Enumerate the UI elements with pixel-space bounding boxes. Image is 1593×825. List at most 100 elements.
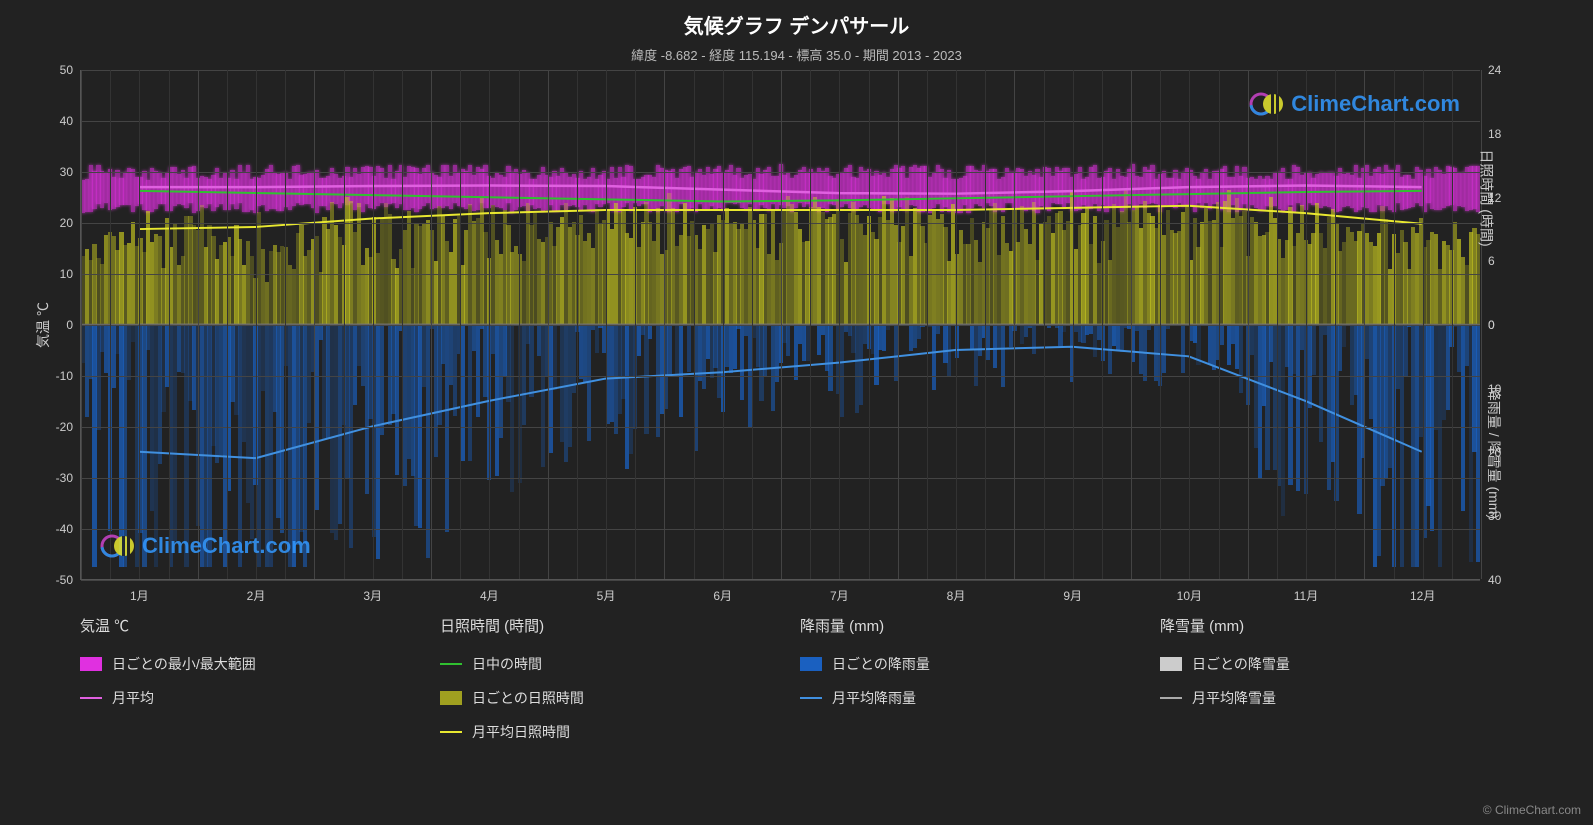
grid-line-h (81, 580, 1480, 581)
legend-item: 月平均 (80, 688, 400, 708)
legend-item: 日ごとの日照時間 (440, 688, 760, 708)
rain-daily-bar (426, 325, 430, 558)
rain-daily-bar (1143, 325, 1147, 381)
watermark-top: ClimeChart.com (1249, 90, 1460, 118)
rain-daily-bar (936, 325, 940, 334)
legend-column: 日照時間 (時間)日中の時間日ごとの日照時間月平均日照時間 (440, 615, 760, 742)
minor-grid-line-v (489, 70, 490, 579)
minor-grid-line-v (373, 70, 374, 579)
legend-item: 日ごとの最小/最大範囲 (80, 654, 400, 674)
legend-swatch-icon (800, 657, 822, 671)
rain-daily-bar (648, 325, 652, 339)
rain-daily-bar (572, 325, 576, 393)
watermark-logo-icon (1249, 90, 1285, 118)
rain-daily-bar (1032, 325, 1036, 354)
rain-daily-bar (644, 325, 648, 434)
legend-item: 月平均日照時間 (440, 722, 760, 742)
minor-grid-line-v (577, 70, 578, 579)
legend-label: 日ごとの最小/最大範囲 (112, 654, 256, 674)
minor-grid-line-v (344, 70, 345, 579)
y-axis-right-top-label: 日照時間 (時間) (1476, 149, 1496, 246)
minor-grid-line-v (839, 70, 840, 579)
grid-line-v (1248, 70, 1249, 579)
x-tick: 4月 (480, 579, 499, 604)
rain-daily-bar (380, 325, 384, 435)
legend-item: 日ごとの降雨量 (800, 654, 1120, 674)
minor-grid-line-v (1277, 70, 1278, 579)
minor-grid-line-v (402, 70, 403, 579)
minor-grid-line-v (1423, 70, 1424, 579)
minor-grid-line-v (460, 70, 461, 579)
legend-swatch-icon (1160, 657, 1182, 671)
rain-daily-bar (1219, 325, 1223, 345)
minor-grid-line-v (956, 70, 957, 579)
copyright-text: © ClimeChart.com (1483, 803, 1581, 817)
grid-line-v (198, 70, 199, 579)
legend-line-icon (800, 697, 822, 699)
rain-daily-bar (1062, 325, 1066, 332)
rain-daily-bar (529, 325, 533, 397)
minor-grid-line-v (1335, 70, 1336, 579)
y-axis-left-label: 気温 ℃ (33, 302, 53, 348)
plot-area: -50-40-30-20-100102030405006121824010203… (80, 70, 1480, 580)
rain-daily-bar (587, 325, 591, 441)
legend-label: 日ごとの日照時間 (472, 688, 584, 708)
x-tick: 12月 (1410, 579, 1435, 604)
legend-item: 日中の時間 (440, 654, 760, 674)
x-tick: 2月 (247, 579, 266, 604)
minor-grid-line-v (635, 70, 636, 579)
minor-grid-line-v (285, 70, 286, 579)
chart-title: 気候グラフ デンパサール (0, 0, 1593, 39)
legend-label: 日中の時間 (472, 654, 542, 674)
minor-grid-line-v (1102, 70, 1103, 579)
legend-label: 月平均降雪量 (1192, 688, 1276, 708)
legend-label: 月平均 (112, 688, 154, 708)
minor-grid-line-v (1306, 70, 1307, 579)
legend-column: 降雨量 (mm)日ごとの降雨量月平均降雨量 (800, 615, 1120, 742)
x-tick: 1月 (130, 579, 149, 604)
minor-grid-line-v (606, 70, 607, 579)
grid-line-v (314, 70, 315, 579)
rain-daily-bar (667, 325, 671, 375)
y-tick-left: -10 (51, 369, 81, 383)
rain-daily-bar (1162, 325, 1166, 373)
rain-daily-bar (733, 325, 737, 369)
legend-header: 気温 ℃ (80, 615, 400, 636)
legend: 気温 ℃日ごとの最小/最大範囲月平均日照時間 (時間)日中の時間日ごとの日照時間… (80, 615, 1480, 742)
y-tick-right: 0 (1480, 318, 1510, 332)
rain-daily-bar (510, 325, 514, 492)
y-tick-left: -30 (51, 471, 81, 485)
rain-daily-bar (932, 325, 936, 390)
legend-item: 月平均降雨量 (800, 688, 1120, 708)
rain-daily-bar (840, 325, 844, 417)
y-axis-right-bottom-label: 降雨量 / 降雪量 (mm) (1484, 386, 1504, 518)
rain-daily-bar (763, 325, 767, 377)
rain-daily-bar (595, 325, 599, 353)
legend-header: 降雪量 (mm) (1160, 615, 1480, 636)
rain-daily-bar (1403, 325, 1407, 376)
minor-grid-line-v (1160, 70, 1161, 579)
y-tick-left: -20 (51, 420, 81, 434)
x-tick: 10月 (1177, 579, 1202, 604)
x-tick: 6月 (713, 579, 732, 604)
minor-grid-line-v (1394, 70, 1395, 579)
x-tick: 7月 (830, 579, 849, 604)
grid-line-v (781, 70, 782, 579)
minor-grid-line-v (810, 70, 811, 579)
rain-daily-bar (740, 325, 744, 400)
watermark-bottom: ClimeChart.com (100, 532, 311, 560)
minor-grid-line-v (256, 70, 257, 579)
legend-label: 月平均降雨量 (832, 688, 916, 708)
legend-column: 気温 ℃ 日ごとの最小/最大範囲月平均 (80, 615, 400, 742)
rain-daily-bar (1476, 325, 1480, 562)
legend-line-icon (440, 731, 462, 733)
y-tick-left: 10 (51, 267, 81, 281)
rain-daily-bar (1001, 325, 1005, 387)
grid-line-v (431, 70, 432, 579)
legend-item: 日ごとの降雪量 (1160, 654, 1480, 674)
y-tick-left: 50 (51, 63, 81, 77)
grid-line-v (548, 70, 549, 579)
minor-grid-line-v (110, 70, 111, 579)
rain-daily-bar (786, 325, 790, 356)
legend-column: 降雪量 (mm) 日ごとの降雪量月平均降雪量 (1160, 615, 1480, 742)
